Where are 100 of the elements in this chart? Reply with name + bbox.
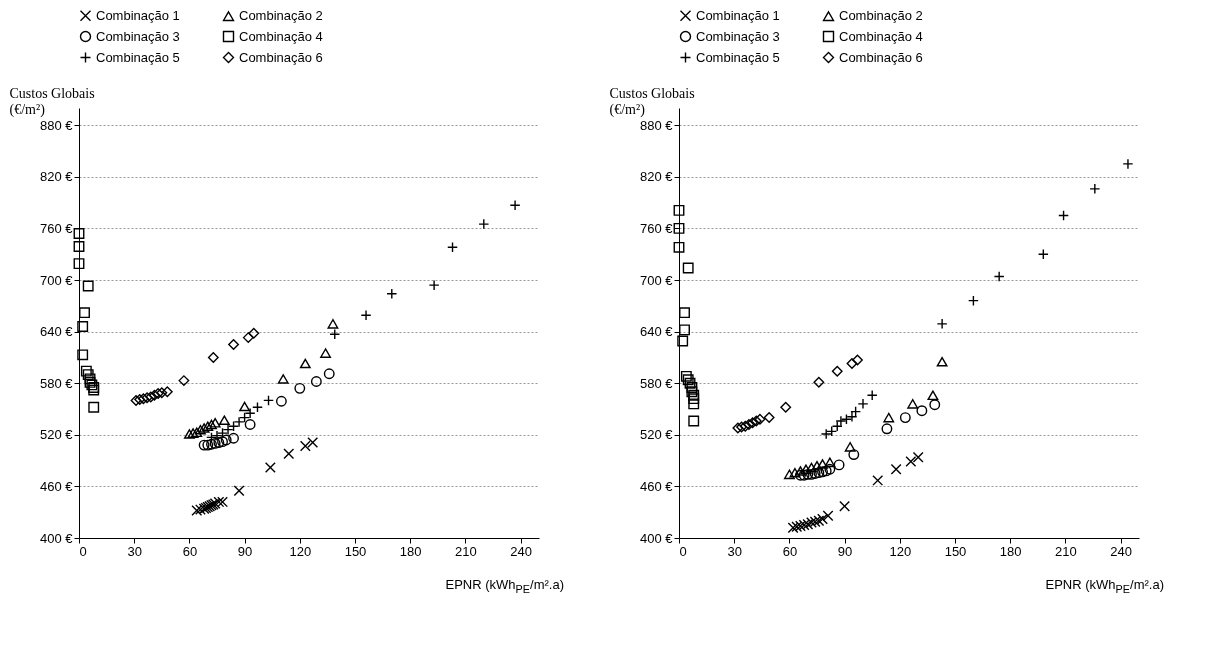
- legend-label: Combinação 6: [239, 49, 323, 65]
- point: [206, 419, 217, 430]
- point: [822, 510, 834, 522]
- point: [680, 370, 692, 382]
- legend-label: Combinação 4: [839, 28, 923, 44]
- x-tick-label: 120: [289, 543, 312, 559]
- point: [327, 319, 339, 329]
- point: [916, 405, 928, 417]
- point: [307, 437, 319, 448]
- point: [872, 474, 884, 486]
- point: [213, 437, 225, 448]
- y-tick-label: 580 €: [39, 375, 74, 391]
- point: [736, 421, 747, 433]
- point: [883, 412, 895, 423]
- point: [813, 376, 825, 388]
- point: [228, 432, 239, 444]
- point: [833, 459, 845, 471]
- point: [831, 365, 843, 377]
- point: [294, 382, 306, 394]
- y-tick-label: 760 €: [39, 220, 74, 236]
- y-tick-label: 520 €: [639, 427, 674, 443]
- x-axis-title: EPNR (kWh$_{PE}$/m².a): [1045, 577, 1164, 595]
- x-tick-label: 0: [679, 543, 687, 559]
- point: [688, 415, 700, 427]
- legend-label: Combinação 1: [696, 7, 780, 23]
- x-tick-label: 150: [344, 543, 367, 559]
- point: [673, 241, 685, 253]
- y-tick-label: 880 €: [39, 117, 74, 133]
- point: [217, 436, 228, 448]
- point: [218, 415, 230, 425]
- point: [80, 365, 92, 377]
- legend-label: Combinação 4: [239, 28, 323, 44]
- point: [320, 348, 331, 358]
- x-tick-label: 90: [837, 543, 853, 559]
- point: [852, 354, 863, 366]
- point: [207, 351, 219, 363]
- point: [198, 439, 210, 451]
- point: [682, 262, 694, 274]
- y-tick-label: 580 €: [639, 375, 674, 391]
- point: [743, 419, 755, 430]
- y-tick-label: 760 €: [639, 220, 674, 236]
- point: [789, 467, 801, 478]
- point: [754, 413, 766, 425]
- y-tick-label: 700 €: [39, 272, 74, 288]
- point: [77, 321, 89, 332]
- x-tick-label: 210: [455, 543, 477, 559]
- point: [141, 392, 153, 404]
- y-tick-label: 640 €: [39, 324, 74, 340]
- point: [839, 500, 851, 512]
- point: [679, 307, 690, 319]
- point: [927, 390, 939, 401]
- point: [156, 387, 168, 399]
- y-tick-label: 400 €: [39, 530, 74, 546]
- point: [191, 427, 203, 438]
- x-tick-label: 180: [399, 543, 422, 559]
- x-tick-label: 210: [1055, 543, 1077, 559]
- x-tick-label: 90: [237, 543, 253, 559]
- point: [844, 442, 856, 452]
- point: [848, 449, 860, 461]
- x-tick-label: 60: [182, 543, 198, 559]
- x-axis-title: EPNR (kWh$_{PE}$/m².a): [445, 577, 564, 595]
- x-tick-label: 30: [127, 543, 142, 559]
- point: [145, 391, 157, 403]
- point: [299, 358, 311, 369]
- x-tick-label: 180: [999, 543, 1022, 559]
- point: [677, 335, 689, 347]
- legend-label: Combinação 2: [239, 8, 323, 24]
- x-tick-label: 60: [782, 543, 798, 559]
- y-axis-title: Custos Globais (€/m²): [609, 85, 695, 118]
- point: [264, 462, 276, 473]
- point: [242, 332, 254, 344]
- point: [936, 356, 948, 367]
- point: [277, 374, 289, 384]
- point: [780, 401, 792, 413]
- point: [323, 368, 335, 380]
- point: [811, 460, 823, 471]
- x-tick-label: 0: [79, 543, 87, 559]
- y-tick-label: 700 €: [639, 272, 674, 288]
- point: [732, 422, 744, 434]
- point: [795, 466, 806, 476]
- point: [202, 421, 214, 432]
- point: [310, 376, 322, 387]
- point: [73, 228, 85, 239]
- point: [912, 451, 924, 463]
- legend-label: Combinação 1: [96, 7, 180, 23]
- point: [248, 327, 260, 339]
- point: [686, 382, 698, 393]
- y-tick-label: 640 €: [639, 324, 674, 340]
- legend-label: Combinação 6: [839, 49, 923, 65]
- point: [824, 463, 836, 475]
- y-tick-label: 820 €: [639, 169, 674, 185]
- point: [187, 428, 199, 438]
- y-tick-label: 460 €: [639, 478, 674, 494]
- point: [82, 369, 94, 381]
- point: [688, 398, 700, 410]
- point: [79, 307, 90, 319]
- x-tick-label: 30: [727, 543, 742, 559]
- point: [817, 459, 828, 469]
- point: [763, 412, 775, 424]
- point: [130, 394, 142, 406]
